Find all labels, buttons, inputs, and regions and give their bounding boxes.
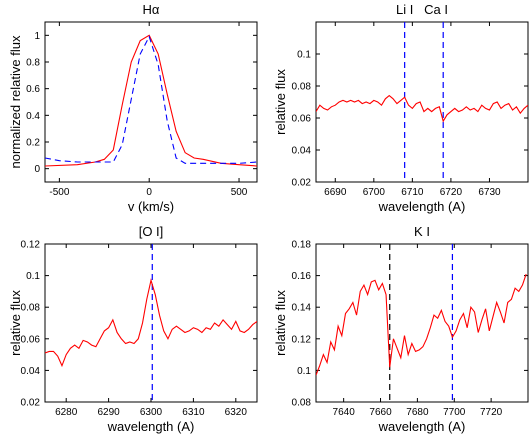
y-axis-label: relative flux <box>273 69 288 135</box>
y-tick-label: 0.02 <box>292 178 312 189</box>
x-axis-label: wavelength (A) <box>378 419 466 434</box>
y-tick-label: 0.04 <box>292 146 312 157</box>
y-tick-label: 0.6 <box>26 84 40 95</box>
dashed-series-line <box>45 35 257 164</box>
y-tick-label: 0.16 <box>292 271 312 282</box>
x-tick-label: 6710 <box>401 187 424 198</box>
y-tick-label: 0.1 <box>297 50 311 61</box>
y-tick-label: 0.14 <box>292 303 312 314</box>
series-group <box>316 94 528 123</box>
x-tick-label: -500 <box>49 187 69 198</box>
y-tick-label: 0.1 <box>26 271 40 282</box>
chart-panel-2: 6690 6700 6710 6720 6730 0.02 0.04 0.06 0.08 0.1 L… <box>273 2 529 214</box>
x-tick-label: 7700 <box>443 407 466 418</box>
x-axis-label: wavelength (A) <box>378 199 466 214</box>
x-tick-label: 6690 <box>324 187 347 198</box>
x-tick-label: 7720 <box>480 407 503 418</box>
solid-series-line <box>45 34 257 167</box>
x-tick-label: 6320 <box>225 407 248 418</box>
x-tick-label: 7640 <box>333 407 356 418</box>
chart-title: Li I Ca I <box>396 2 448 17</box>
y-tick-label: 0.4 <box>26 111 40 122</box>
y-tick-label: 0.08 <box>292 82 312 93</box>
x-tick-label: 500 <box>231 187 248 198</box>
y-tick-label: 0.08 <box>21 303 41 314</box>
x-tick-label: 0 <box>146 187 152 198</box>
x-tick-label: 6310 <box>182 407 205 418</box>
x-tick-label: 6720 <box>440 187 463 198</box>
chart-panel-1: -500 0 500 0 0.2 0.4 0.6 0.8 1 Hα v (km/s) normaliz… <box>8 2 258 214</box>
x-tick-label: 6280 <box>55 407 78 418</box>
chart-title: [O I] <box>139 224 164 239</box>
solid-series-line <box>316 94 528 123</box>
x-tick-label: 6300 <box>140 407 163 418</box>
y-tick-label: 0.2 <box>26 138 40 149</box>
y-tick-label: 0.1 <box>297 366 311 377</box>
y-tick-label: 0.06 <box>292 114 312 125</box>
y-tick-label: 0 <box>34 164 40 175</box>
y-tick-label: 0.06 <box>21 334 41 345</box>
x-tick-label: 7680 <box>406 407 429 418</box>
solid-series-line <box>316 273 527 376</box>
series-group <box>316 273 527 376</box>
y-tick-label: 0.12 <box>21 240 41 251</box>
series-group <box>45 278 257 368</box>
y-axis-label: relative flux <box>273 290 288 356</box>
y-tick-label: 0.02 <box>21 398 41 409</box>
x-tick-label: 6700 <box>363 187 386 198</box>
x-tick-label: 7660 <box>369 407 392 418</box>
chart-panel-4: 7640 7660 7680 7700 7720 0.08 0.1 0.12 0.14 0.16 0… <box>273 224 529 434</box>
y-tick-label: 0.04 <box>21 366 41 377</box>
series-group <box>45 34 257 167</box>
solid-series-line <box>45 278 257 368</box>
y-tick-label: 0.08 <box>292 398 312 409</box>
plot-frame <box>44 21 258 183</box>
y-tick-label: 0.12 <box>292 334 312 345</box>
chart-panel-3: 6280 6290 6300 6310 6320 0.02 0.04 0.06 0.08 0.1 0… <box>8 224 258 434</box>
x-tick-label: 6730 <box>478 187 501 198</box>
y-tick-label: 0.8 <box>26 58 40 69</box>
y-axis-label: relative flux <box>8 290 23 356</box>
y-tick-label: 1 <box>34 31 40 42</box>
y-axis-label: normalized relative flux <box>8 35 23 168</box>
x-tick-label: 6290 <box>97 407 120 418</box>
chart-title: K I <box>414 224 430 239</box>
chart-title: Hα <box>143 2 160 17</box>
plot-frame <box>315 243 529 403</box>
x-axis-label: wavelength (A) <box>107 419 195 434</box>
x-axis-label: v (km/s) <box>128 199 174 214</box>
y-tick-label: 0.18 <box>292 240 312 251</box>
plot-frame <box>315 21 529 183</box>
